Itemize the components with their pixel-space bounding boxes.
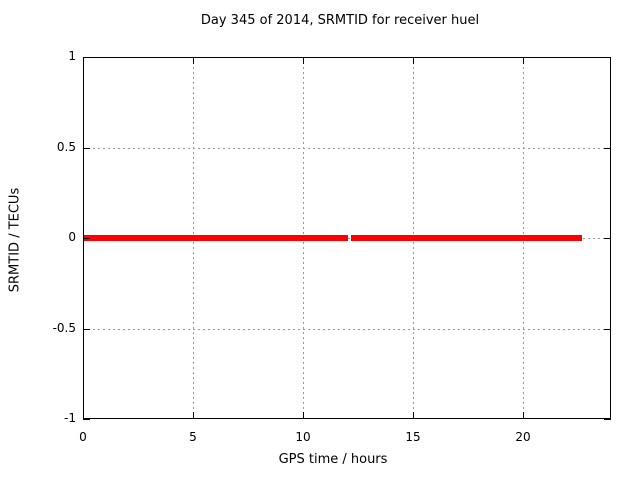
- y-tick-left: [83, 328, 90, 330]
- chart-title: Day 345 of 2014, SRMTID for receiver hue…: [200, 13, 480, 28]
- y-tick-label: -0.5: [52, 320, 76, 335]
- x-axis-label: GPS time / hours: [278, 452, 388, 467]
- gridline-y-0.5: [83, 147, 611, 149]
- x-tick-top: [413, 57, 414, 64]
- x-tick-top: [523, 57, 524, 64]
- y-tick-right: [604, 419, 611, 420]
- x-tick-top: [303, 57, 304, 64]
- y-tick-left: [83, 419, 90, 420]
- x-tick-bottom: [303, 412, 304, 419]
- series-line-srmtid: [83, 235, 349, 241]
- x-tick-label: 10: [295, 430, 311, 444]
- y-tick-left: [83, 238, 90, 239]
- y-tick-right: [604, 238, 611, 239]
- y-tick-label: 1: [68, 49, 76, 63]
- x-tick-bottom: [193, 412, 194, 419]
- x-tick-label: 5: [189, 430, 197, 444]
- y-tick-label: -1: [64, 411, 76, 425]
- x-tick-top: [193, 57, 194, 64]
- series-line-srmtid: [350, 235, 583, 241]
- x-tick-label: 0: [79, 430, 87, 444]
- y-tick-label: 0: [68, 230, 76, 244]
- x-tick-label: 15: [405, 430, 421, 444]
- plot-border: [83, 57, 611, 419]
- y-tick-right: [604, 147, 611, 149]
- x-tick-bottom: [413, 412, 414, 419]
- gridline-y--0.5: [83, 328, 611, 330]
- x-tick-bottom: [523, 412, 524, 419]
- y-tick-right: [604, 328, 611, 330]
- y-tick-left: [83, 147, 90, 149]
- x-tick-label: 20: [515, 430, 531, 444]
- y-tick-label: 0.5: [56, 139, 76, 154]
